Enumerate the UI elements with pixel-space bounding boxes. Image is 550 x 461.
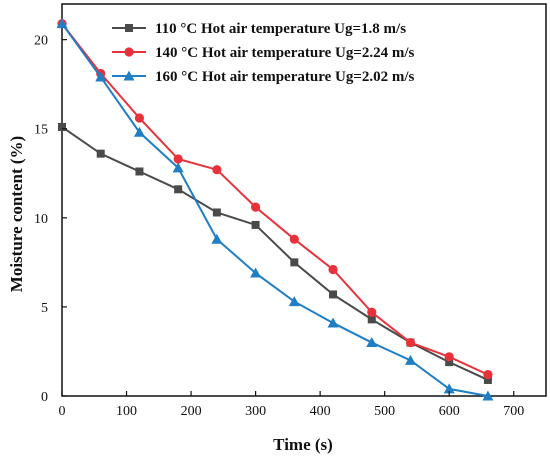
data-point bbox=[327, 317, 339, 328]
x-tick-label: 600 bbox=[439, 404, 460, 419]
data-point bbox=[288, 296, 300, 307]
x-tick-label: 100 bbox=[116, 404, 137, 419]
data-point bbox=[133, 126, 145, 137]
data-point bbox=[251, 220, 260, 229]
legend-marker bbox=[125, 24, 133, 32]
x-tick-label: 0 bbox=[59, 404, 66, 419]
x-tick-label: 400 bbox=[310, 404, 331, 419]
series-line bbox=[61, 22, 489, 376]
series-line bbox=[61, 126, 489, 381]
data-point bbox=[405, 337, 416, 348]
legend-item: 110 °C Hot air temperature Ug=1.8 m/s bbox=[112, 21, 406, 37]
data-point bbox=[482, 390, 494, 401]
plot-frame bbox=[61, 3, 547, 397]
x-axis-title: Time (s) bbox=[273, 435, 333, 454]
data-point bbox=[443, 383, 455, 394]
data-point bbox=[251, 202, 261, 212]
legend-marker bbox=[123, 70, 135, 81]
y-tick-label: 20 bbox=[34, 34, 48, 49]
y-axis-title: Moisture content (%) bbox=[7, 136, 26, 292]
data-point bbox=[56, 18, 68, 29]
data-point bbox=[212, 208, 221, 217]
data-point bbox=[444, 352, 454, 362]
data-point bbox=[328, 264, 338, 275]
data-point bbox=[404, 354, 416, 365]
x-tick-label: 300 bbox=[245, 404, 266, 419]
data-point bbox=[289, 234, 299, 244]
data-point bbox=[173, 154, 183, 164]
data-point bbox=[483, 370, 493, 380]
legend-marker bbox=[124, 47, 134, 57]
x-tick-label: 500 bbox=[374, 404, 395, 419]
data-point bbox=[172, 162, 184, 173]
data-point bbox=[367, 307, 377, 317]
legend-label: 110 °C Hot air temperature Ug=1.8 m/s bbox=[155, 21, 406, 37]
y-tick-label: 0 bbox=[41, 390, 48, 405]
data-point bbox=[483, 375, 492, 384]
data-point bbox=[96, 149, 105, 158]
x-tick-label: 700 bbox=[503, 404, 524, 419]
data-point bbox=[58, 122, 66, 131]
data-point bbox=[290, 258, 299, 267]
legend-item: 140 °C Hot air temperature Ug=2.24 m/s bbox=[112, 45, 415, 61]
data-point bbox=[134, 113, 145, 123]
x-tick-label: 200 bbox=[181, 404, 202, 419]
series-1 bbox=[58, 122, 492, 384]
data-point bbox=[366, 337, 378, 348]
data-point bbox=[329, 290, 338, 299]
legend-item: 160 °C Hot air temperature Ug=2.02 m/s bbox=[112, 69, 415, 85]
data-point bbox=[250, 267, 262, 278]
legend-label: 160 °C Hot air temperature Ug=2.02 m/s bbox=[155, 69, 415, 85]
data-point bbox=[174, 185, 183, 194]
series-3 bbox=[56, 18, 494, 401]
data-point bbox=[445, 358, 454, 367]
legend-label: 140 °C Hot air temperature Ug=2.24 m/s bbox=[155, 45, 415, 61]
y-tick-label: 5 bbox=[41, 301, 48, 316]
data-point bbox=[367, 315, 376, 324]
data-point bbox=[135, 167, 144, 176]
y-tick-label: 15 bbox=[34, 123, 48, 138]
data-point bbox=[211, 233, 223, 244]
data-point bbox=[212, 165, 222, 175]
data-point bbox=[95, 71, 107, 82]
y-tick-label: 10 bbox=[34, 212, 48, 227]
series-line bbox=[61, 23, 489, 397]
